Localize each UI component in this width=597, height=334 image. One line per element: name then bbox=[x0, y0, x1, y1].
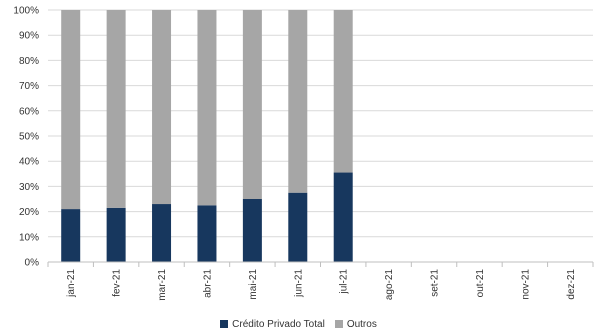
x-tick-label: jul-21 bbox=[339, 269, 350, 295]
legend-swatch-outros bbox=[334, 320, 343, 328]
legend-entry-credito-privado: Crédito Privado Total bbox=[220, 319, 325, 330]
bar-credito-privado bbox=[152, 204, 172, 262]
bar-credito-privado bbox=[242, 199, 262, 262]
y-tick-label: 0% bbox=[25, 258, 40, 269]
bar-credito-privado bbox=[333, 172, 353, 262]
bar-credito-privado bbox=[61, 209, 81, 262]
x-tick-label: dez-21 bbox=[566, 269, 577, 300]
legend: Crédito Privado Total Outros bbox=[0, 316, 597, 332]
bar-outros bbox=[152, 10, 172, 205]
y-tick-label: 50% bbox=[19, 132, 39, 143]
x-tick-label: ago-21 bbox=[384, 269, 395, 301]
bar-outros bbox=[106, 10, 126, 208]
y-tick-label: 30% bbox=[19, 182, 39, 193]
x-tick-label: abr-21 bbox=[202, 269, 213, 298]
x-tick-label: mai-21 bbox=[248, 269, 259, 300]
bar-outros bbox=[288, 10, 308, 193]
y-tick-label: 40% bbox=[19, 157, 39, 168]
y-tick-label: 60% bbox=[19, 106, 39, 117]
y-tick-label: 10% bbox=[19, 232, 39, 243]
x-tick-labels: jan-21 fev-21 mar-21 abr-21 mai-21 jun-21 jul-… bbox=[66, 269, 577, 301]
legend-label-credito-privado: Crédito Privado Total bbox=[232, 318, 325, 330]
x-tick-label: jun-21 bbox=[293, 269, 304, 298]
y-tick-label: 90% bbox=[19, 31, 39, 42]
x-tick-label: set-21 bbox=[430, 269, 441, 297]
y-tick-label: 20% bbox=[19, 207, 39, 218]
x-tick-label: fev-21 bbox=[112, 269, 123, 297]
axes bbox=[47, 261, 594, 267]
bars bbox=[61, 10, 353, 262]
y-tick-labels: 0% 10% 20% 30% 40% 50% 60% 70% 80% 90% 100% bbox=[13, 6, 39, 269]
x-tick-label: jan-21 bbox=[66, 269, 77, 298]
legend-label-outros: Outros bbox=[346, 318, 377, 330]
gridlines bbox=[48, 9, 593, 238]
y-tick-label: 100% bbox=[13, 6, 39, 17]
bar-outros bbox=[333, 10, 353, 173]
bar-credito-privado bbox=[288, 192, 308, 262]
legend-entry-outros: Outros bbox=[334, 318, 377, 330]
bar-outros bbox=[242, 10, 262, 199]
bar-credito-privado bbox=[106, 207, 126, 262]
bar-outros bbox=[61, 10, 81, 210]
y-tick-label: 70% bbox=[19, 81, 39, 92]
x-tick-label: out-21 bbox=[475, 269, 486, 298]
bar-outros bbox=[197, 10, 217, 206]
x-tick-label: nov-21 bbox=[520, 269, 531, 300]
x-tick-label: mar-21 bbox=[157, 269, 168, 301]
stacked-bar-chart: 0% 10% 20% 30% 40% 50% 60% 70% 80% 90% 100% jan-21… bbox=[13, 6, 594, 301]
bar-credito-privado bbox=[197, 205, 217, 262]
y-tick-label: 80% bbox=[19, 56, 39, 67]
legend-swatch-credito-privado bbox=[220, 320, 229, 328]
